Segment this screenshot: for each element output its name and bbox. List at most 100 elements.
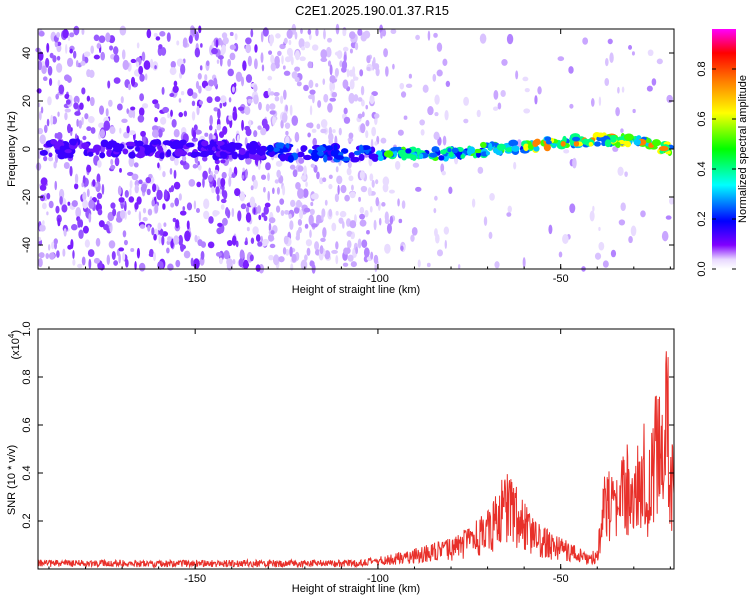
speckle (173, 129, 180, 138)
speckle (273, 92, 280, 97)
speckle (373, 254, 379, 265)
speckle (371, 179, 375, 188)
speckle (329, 81, 333, 92)
snr-scale-text: (x10 (10, 338, 22, 359)
snr-y-tick-label-1: 0.4 (21, 465, 33, 480)
speckle (122, 230, 127, 238)
speckle (289, 220, 294, 231)
speckle (344, 194, 350, 202)
speckle (126, 171, 134, 177)
speckle (346, 230, 353, 237)
speckle (231, 207, 235, 218)
speckle (169, 67, 177, 76)
speckle (213, 77, 218, 87)
speckle (109, 126, 116, 135)
spectral-ridge (39, 131, 674, 163)
speckle (47, 96, 52, 106)
speckle (142, 217, 148, 222)
speckle (275, 33, 281, 39)
speckle (311, 223, 318, 228)
speckle (666, 94, 673, 104)
speckle (220, 159, 226, 164)
ridge-blob (495, 149, 503, 156)
speckle (361, 239, 368, 248)
speckle (602, 260, 609, 268)
speckle (227, 58, 232, 67)
speckle (296, 199, 302, 208)
spectrogram-y-tick-label-4: 40 (21, 47, 33, 59)
speckle (294, 66, 301, 72)
speckle (628, 235, 633, 244)
speckle (81, 182, 84, 188)
speckle (154, 65, 157, 70)
speckle (275, 160, 283, 167)
speckle (492, 106, 499, 111)
speckle (93, 34, 100, 42)
speckle (375, 67, 380, 77)
speckle (280, 119, 284, 129)
speckle (301, 46, 306, 51)
speckle (398, 218, 403, 224)
speckle (151, 199, 156, 207)
speckle (434, 228, 438, 237)
speckle (110, 159, 114, 166)
spectrogram-x-tick-label-2: -50 (553, 273, 569, 285)
speckle (130, 58, 137, 64)
speckle (107, 80, 111, 89)
speckle (40, 106, 44, 114)
speckle (302, 188, 309, 198)
speckle (128, 109, 135, 118)
speckle (267, 233, 274, 242)
speckle (445, 80, 451, 88)
speckle (433, 32, 438, 38)
speckle (617, 86, 620, 94)
speckle (621, 86, 625, 93)
speckle (83, 51, 91, 57)
speckle (335, 255, 339, 265)
speckle (291, 115, 299, 126)
speckle (47, 65, 53, 76)
speckle (155, 36, 161, 41)
speckle (515, 70, 519, 80)
speckle (562, 234, 569, 245)
ridge-blob (545, 140, 552, 145)
speckle (328, 183, 333, 190)
speckle (283, 37, 288, 44)
speckle (154, 203, 159, 214)
speckle (261, 64, 265, 72)
speckle (41, 202, 47, 210)
speckle (345, 247, 351, 254)
speckle (477, 166, 484, 174)
speckle (267, 88, 271, 93)
ridge-blob (544, 136, 552, 142)
speckle (206, 60, 210, 67)
speckle (229, 31, 234, 37)
speckle (267, 190, 270, 202)
snr-frame (37, 328, 675, 570)
speckle (262, 27, 269, 37)
speckle (506, 33, 514, 45)
ridge-blob (651, 139, 662, 147)
speckle (231, 235, 237, 246)
speckle (308, 79, 314, 89)
speckle (270, 91, 275, 96)
speckle (359, 206, 365, 214)
speckle (54, 152, 59, 164)
speckle (647, 49, 654, 57)
speckle (360, 85, 365, 96)
speckle (257, 160, 261, 171)
speckle (277, 50, 282, 57)
speckle (381, 202, 386, 207)
speckle (280, 210, 285, 217)
speckle (255, 264, 261, 272)
speckle (441, 170, 446, 176)
speckle (67, 35, 71, 41)
spectrogram-y-axis-label: Frequency (Hz) (6, 111, 18, 187)
speckle (191, 92, 198, 99)
speckle (241, 119, 244, 131)
speckle (410, 234, 415, 242)
spectrogram-y-ticks: -40 -20 0 20 40 (21, 47, 674, 253)
speckle (178, 98, 182, 103)
speckle (417, 259, 421, 268)
speckle (93, 257, 101, 264)
